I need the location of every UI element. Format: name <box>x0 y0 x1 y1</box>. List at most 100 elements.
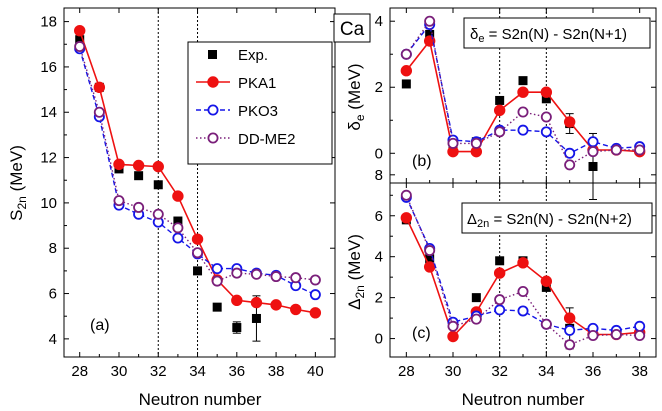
panel-b-ytick-label: 4 <box>375 13 383 30</box>
panel-a-point-ddme2 <box>250 268 262 280</box>
panel-c-point-ddme2 <box>540 318 552 330</box>
panel-c-annotation-lhs: Δ <box>467 211 477 228</box>
panel-c-point-pko3 <box>494 304 506 316</box>
panel-a-ylabel-unit: (MeV) <box>7 145 26 196</box>
panel-c-series-pko3-line <box>405 197 640 332</box>
panel-a-point-pka1 <box>152 160 164 173</box>
panel-c-annotation-box <box>461 202 653 234</box>
legend-pka1-label: PKA1 <box>238 75 276 92</box>
panel-c-ytick-label: 6 <box>375 208 383 225</box>
panel-c-plot <box>400 189 646 351</box>
panel-b-label: (b) <box>412 153 432 170</box>
panel-a-point-exp <box>251 313 261 323</box>
panel-c-point-pka1 <box>447 330 459 343</box>
panel-a-point-ddme2 <box>270 271 282 283</box>
panel-b-ylabel: δe (MeV) <box>345 63 367 130</box>
panel-a-point-exp <box>193 266 203 276</box>
panel-c-point-ddme2 <box>610 328 622 340</box>
panel-c-point-ddme2 <box>447 320 459 332</box>
panel-a-label: (a) <box>90 317 110 334</box>
panel-c-ytick-label: 8 <box>375 167 383 184</box>
panel-c-point-exp <box>495 256 505 266</box>
panel-c-point-ddme2 <box>424 245 436 257</box>
legend-ddme2-marker <box>207 132 219 144</box>
panel-b-point-exp <box>518 76 528 86</box>
panel-a-ylabel-sub: 2n <box>15 196 29 209</box>
panel-c-ylabel-main: Δ <box>345 299 364 310</box>
panel-a-ytick-label: 4 <box>49 331 57 348</box>
panel-a-point-ddme2 <box>113 195 125 207</box>
panel-c-point-pka1 <box>400 212 413 224</box>
panel-b-point-pka1 <box>540 86 553 98</box>
panel-a-ytick-label: 18 <box>40 14 57 31</box>
panel-a-ylabel: S2n (MeV) <box>7 145 29 221</box>
panel-c-ylabel-sub: 2n <box>353 285 367 298</box>
legend-entry-exp: Exp. <box>208 47 268 64</box>
panel-c-xtick-label: 34 <box>538 363 555 380</box>
panel-c-point-ddme2 <box>400 189 412 201</box>
panel-c-xlabel: Neutron number <box>462 390 585 409</box>
panel-b-point-exp <box>495 95 505 105</box>
panel-c-series-pka1-line <box>405 217 640 339</box>
panel-b-point-ddme2 <box>587 146 599 158</box>
panel-a-xtick-label: 36 <box>228 363 245 380</box>
panel-a-ytick-label: 16 <box>40 59 57 76</box>
panel-a-point-pka1 <box>231 294 243 307</box>
panel-a-point-exp <box>173 216 183 226</box>
panel-b-point-exp <box>425 29 435 39</box>
panel-a-ytick-label: 6 <box>49 286 57 303</box>
panel-a-point-pka1 <box>113 158 125 171</box>
panel-b-point-ddme2 <box>517 106 529 118</box>
panel-c-point-pka1 <box>563 312 576 324</box>
panel-b-point-ddme2 <box>634 144 646 156</box>
panel-a-point-pka1 <box>191 233 204 245</box>
legend-pko3-label: PKO3 <box>238 103 278 120</box>
panel-c-label: (c) <box>412 325 431 342</box>
panel-a-xtick-label: 34 <box>189 363 206 380</box>
legend-exp-label: Exp. <box>238 47 268 64</box>
panel-b-annotation-lhs: δ <box>470 26 478 43</box>
panel-b-annotation-box <box>463 17 651 49</box>
legend-frame <box>187 41 333 165</box>
panel-a-point-ddme2 <box>93 106 105 118</box>
panel-b-point-ddme2 <box>424 15 436 27</box>
panel-b-annotation: δe = S2n(N) - S2n(N+1) <box>470 26 627 45</box>
panel-c-annotation: Δ2n = S2n(N) - S2n(N+2) <box>467 211 632 230</box>
panel-a-xtick-label: 40 <box>307 363 324 380</box>
panel-a-plot <box>74 24 322 342</box>
panel-b-ylabel-main: δ <box>345 121 364 130</box>
panel-b-plot <box>400 15 646 201</box>
panel-b-ytick-label: 2 <box>375 79 383 96</box>
panel-b-annotation-rhs: = S2n(N) - S2n(N+1) <box>484 26 627 43</box>
panel-c-annotation-rhs: = S2n(N) - S2n(N+2) <box>489 211 632 228</box>
panel-c-series-ddme2-line <box>405 195 640 346</box>
panel-a-point-pka1 <box>93 81 106 94</box>
panel-a-point-exp <box>134 171 144 181</box>
panel-a-xtick-label: 32 <box>150 363 167 380</box>
panel-b-point-pka1 <box>563 116 576 128</box>
panel-b-point-ddme2 <box>540 111 552 123</box>
panel-a-point-exp <box>75 35 85 45</box>
panel-b-point-pka1 <box>517 86 529 98</box>
panel-c-xtick-label: 32 <box>491 363 508 380</box>
legend-entry-pka1: PKA1 <box>196 75 276 92</box>
panel-a-point-pka1 <box>250 296 263 309</box>
nucleus-tag: Ca <box>340 19 365 40</box>
panel-a-point-pka1 <box>270 299 282 311</box>
panel-c-point-exp <box>425 254 435 264</box>
panel-a-point-exp <box>232 323 242 333</box>
panel-a-point-pko3 <box>309 289 321 301</box>
panel-a-ytick-label: 10 <box>40 195 57 212</box>
panel-a-point-ddme2 <box>309 274 321 286</box>
panel-a-point-pko3 <box>172 232 184 244</box>
panel-a-xtick-label: 38 <box>268 363 285 380</box>
panel-c-ylabel: Δ2n (MeV) <box>345 234 367 310</box>
panel-c-point-pka1 <box>493 267 506 279</box>
panel-a-ytick-label: 8 <box>49 240 57 257</box>
panel-b-point-pko3 <box>564 147 576 159</box>
legend: Exp. PKA1 PKO3 DD-ME2 <box>187 41 333 165</box>
panel-c-xtick-label: 30 <box>445 363 462 380</box>
panel-c-xtick-label: 36 <box>585 363 602 380</box>
panel-b-annotation-lhs-sub: e <box>478 33 484 45</box>
